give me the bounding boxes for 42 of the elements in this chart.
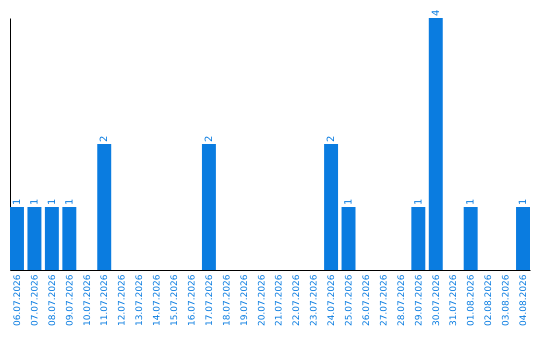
data-label: 1 [12,198,23,205]
data-label: 1 [518,198,530,205]
x-tick-label: 09.07.2026 [65,274,76,326]
x-tick-label: 27.07.2026 [379,274,390,326]
x-tick-label: 31.07.2026 [449,274,460,326]
x-tick-label: 15.07.2026 [170,274,180,326]
x-tick-label: 19.07.2026 [240,274,250,326]
data-label: 1 [413,198,424,205]
x-tick-label: 17.07.2026 [204,274,215,326]
x-tick-label: 23.07.2026 [310,274,320,326]
x-tick-label: 12.07.2026 [118,274,128,326]
data-label: 1 [64,198,76,205]
x-tick-label: 24.07.2026 [327,274,338,326]
data-label: 1 [466,198,477,205]
x-tick-label: 22.07.2026 [292,274,302,326]
data-label: 1 [29,198,40,205]
x-tick-label: 18.07.2026 [222,274,232,326]
x-tick-label: 29.07.2026 [414,274,424,326]
x-tick-label: 11.07.2026 [100,274,110,326]
data-label: 1 [46,198,58,205]
x-tick-label: 02.08.2026 [484,274,494,326]
x-tick-label: 13.07.2026 [135,274,146,326]
x-tick-label: 16.07.2026 [187,274,198,326]
x-tick-label: 26.07.2026 [362,274,372,326]
x-tick-label: 07.07.2026 [30,274,40,326]
x-tick-label: 14.07.2026 [152,274,163,326]
x-tick-label: 20.07.2026 [257,274,268,326]
data-label: 2 [326,136,338,142]
data-label: 2 [204,136,215,142]
x-tick-label: 10.07.2026 [82,274,93,326]
x-tick-label: 04.08.2026 [519,274,530,326]
x-tick-label: 06.07.2026 [12,274,23,326]
x-tick-label: 03.08.2026 [502,274,512,326]
x-tick-label: 01.08.2026 [466,274,477,326]
x-tick-label: 08.07.2026 [48,274,58,326]
x-tick-label: 25.07.2026 [344,274,355,326]
x-tick-label: 30.07.2026 [432,274,442,326]
x-tick-label: 21.07.2026 [274,274,285,326]
data-label: 2 [99,136,110,142]
data-label: 4 [430,10,442,16]
data-label: 1 [344,198,355,205]
x-tick-label: 28.07.2026 [396,274,407,326]
